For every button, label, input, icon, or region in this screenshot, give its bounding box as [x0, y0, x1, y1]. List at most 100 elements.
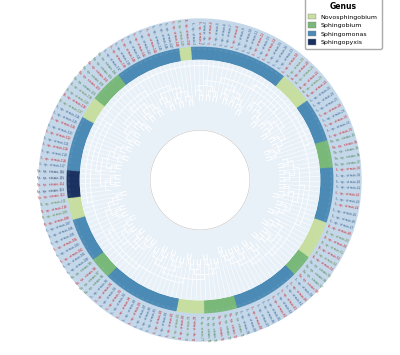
Text: S. sp. strain-6: S. sp. strain-6: [220, 23, 227, 46]
Wedge shape: [148, 56, 161, 79]
Wedge shape: [67, 181, 90, 186]
Wedge shape: [71, 165, 91, 172]
Text: S. sp. strain-42: S. sp. strain-42: [335, 191, 360, 197]
Wedge shape: [302, 130, 325, 143]
Text: N. sp. strain-79: N. sp. strain-79: [186, 316, 192, 340]
Wedge shape: [70, 176, 90, 181]
Wedge shape: [222, 286, 230, 307]
Wedge shape: [212, 288, 220, 308]
Wedge shape: [72, 208, 95, 219]
Wedge shape: [310, 179, 330, 184]
Wedge shape: [169, 50, 178, 73]
Wedge shape: [97, 249, 118, 267]
Wedge shape: [113, 81, 130, 99]
Text: S. sp. strain-125: S. sp. strain-125: [52, 111, 77, 125]
Wedge shape: [229, 55, 239, 76]
Wedge shape: [68, 159, 92, 167]
Text: N. sp. strain-78: N. sp. strain-78: [192, 316, 198, 340]
Wedge shape: [306, 202, 327, 211]
Wedge shape: [71, 143, 95, 153]
Wedge shape: [93, 245, 114, 263]
Text: N. sp. strain-48: N. sp. strain-48: [327, 225, 351, 236]
Text: S. sp. strain-31: S. sp. strain-31: [326, 121, 350, 133]
Wedge shape: [211, 51, 218, 72]
Wedge shape: [305, 142, 325, 152]
Wedge shape: [273, 81, 292, 101]
Wedge shape: [276, 87, 294, 104]
Wedge shape: [296, 228, 316, 241]
Wedge shape: [229, 52, 240, 76]
Wedge shape: [73, 213, 97, 224]
Text: Sp. sp. strain-116: Sp. sp. strain-116: [37, 169, 64, 175]
Wedge shape: [254, 67, 268, 87]
Circle shape: [150, 130, 250, 230]
Wedge shape: [134, 66, 148, 86]
Text: S. sp. strain-83: S. sp. strain-83: [160, 312, 169, 336]
Wedge shape: [171, 287, 180, 311]
Wedge shape: [86, 114, 106, 128]
Wedge shape: [298, 120, 321, 135]
Text: Sb. sp. strain-75: Sb. sp. strain-75: [210, 315, 217, 341]
Wedge shape: [309, 189, 329, 195]
Wedge shape: [95, 100, 114, 116]
Wedge shape: [121, 75, 137, 93]
Text: S. sp. strain-63: S. sp. strain-63: [274, 292, 291, 314]
Wedge shape: [260, 269, 275, 289]
Wedge shape: [175, 52, 183, 72]
Wedge shape: [286, 244, 308, 261]
Wedge shape: [308, 157, 332, 165]
Wedge shape: [81, 124, 102, 136]
Wedge shape: [151, 282, 162, 302]
Wedge shape: [288, 103, 307, 119]
Wedge shape: [202, 47, 207, 71]
Text: S. sp. strain-146: S. sp. strain-146: [157, 23, 167, 49]
Text: N. sp. strain-53: N. sp. strain-53: [314, 250, 337, 266]
Wedge shape: [308, 158, 328, 165]
Wedge shape: [306, 202, 330, 212]
Wedge shape: [132, 273, 146, 293]
Wedge shape: [307, 198, 331, 206]
Wedge shape: [84, 234, 107, 250]
Wedge shape: [73, 138, 96, 149]
Wedge shape: [300, 125, 323, 139]
Wedge shape: [172, 287, 180, 307]
Text: S. sp. strain-121: S. sp. strain-121: [44, 136, 69, 146]
Wedge shape: [96, 94, 116, 113]
Wedge shape: [106, 256, 124, 273]
Text: Sb. sp. strain-98: Sb. sp. strain-98: [75, 266, 97, 285]
Wedge shape: [206, 48, 212, 71]
Wedge shape: [256, 272, 272, 294]
Wedge shape: [193, 289, 198, 313]
Wedge shape: [67, 176, 90, 181]
Text: S. sp. strain-12: S. sp. strain-12: [252, 32, 266, 56]
Text: N. sp. strain-127: N. sp. strain-127: [58, 99, 82, 115]
Text: N. sp. strain-52: N. sp. strain-52: [318, 245, 340, 261]
Text: S. sp. strain-18: S. sp. strain-18: [282, 53, 300, 74]
Wedge shape: [292, 236, 314, 252]
Wedge shape: [246, 60, 260, 82]
Wedge shape: [286, 97, 307, 115]
Wedge shape: [100, 252, 121, 272]
Wedge shape: [76, 138, 96, 149]
Text: S. sp. strain-2: S. sp. strain-2: [197, 21, 201, 44]
Text: S. sp. strain-68: S. sp. strain-68: [249, 305, 262, 329]
Wedge shape: [279, 91, 297, 108]
Text: S. sp. strain-141: S. sp. strain-141: [125, 35, 140, 60]
Wedge shape: [164, 51, 174, 75]
Text: S. sp. strain-104: S. sp. strain-104: [54, 237, 78, 252]
Text: N. sp. strain-130: N. sp. strain-130: [69, 82, 92, 100]
Text: S. sp. strain-39: S. sp. strain-39: [336, 173, 360, 178]
Wedge shape: [217, 288, 225, 308]
Text: N. sp. strain-51: N. sp. strain-51: [320, 240, 343, 255]
Text: S. sp. strain-9: S. sp. strain-9: [236, 27, 246, 50]
Wedge shape: [103, 86, 122, 105]
Wedge shape: [276, 84, 296, 104]
Text: S. sp. strain-38: S. sp. strain-38: [336, 167, 360, 173]
Wedge shape: [308, 163, 332, 170]
Text: S. sp. strain-41: S. sp. strain-41: [336, 185, 360, 191]
Wedge shape: [79, 226, 102, 240]
Wedge shape: [103, 252, 121, 269]
Text: Sp. sp. strain-115: Sp. sp. strain-115: [37, 176, 64, 180]
Wedge shape: [263, 267, 279, 286]
Wedge shape: [89, 109, 108, 124]
